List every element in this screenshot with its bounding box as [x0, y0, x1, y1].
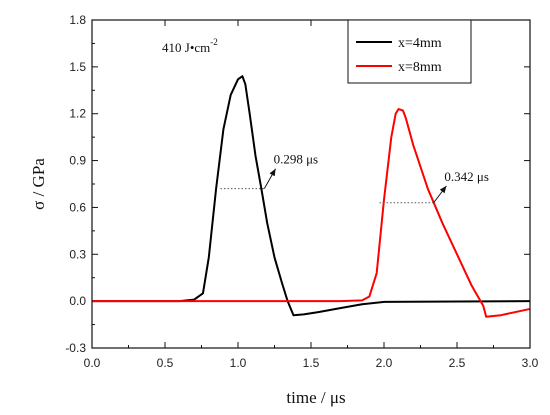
x-tick-label: 2.0 — [376, 356, 393, 370]
y-tick-label: 0.9 — [69, 154, 86, 168]
pulse-width-label: 0.342 μs — [444, 169, 489, 184]
y-tick-label: 1.2 — [69, 107, 86, 121]
x-tick-label: 1.0 — [230, 356, 247, 370]
x-tick-label: 3.0 — [522, 356, 539, 370]
x-tick-label: 0.5 — [157, 356, 174, 370]
series-lines — [92, 75, 531, 318]
legend-label-x8mm: x=8mm — [398, 60, 442, 75]
legend-label-x4mm: x=4mm — [398, 36, 442, 51]
series-line-0 — [92, 75, 531, 317]
x-tick-label: 1.5 — [303, 356, 320, 370]
x-axis-title: time / μs — [286, 388, 345, 407]
series-line-1 — [92, 108, 531, 318]
y-tick-label: 1.8 — [69, 13, 86, 27]
axis-ticks: 0.0 0.5 1.0 1.5 2.0 2.5 3.0-0.30.00.30.60.91.2… — [65, 13, 538, 370]
pulse-width-arrow-head — [269, 168, 276, 177]
y-axis-title: σ / GPa — [29, 158, 48, 210]
x-tick-label: 2.5 — [449, 356, 466, 370]
legend-box — [347, 19, 472, 84]
y-tick-label: 0.0 — [69, 294, 86, 308]
fluence-annotation: 410 J•cm-2 — [162, 37, 218, 55]
y-tick-label: 0.6 — [69, 200, 86, 214]
pulse-width-arrow-head — [439, 185, 447, 194]
plot-frame — [91, 19, 531, 349]
legend: x=4mm x=8mm — [347, 19, 472, 84]
y-tick-label: -0.3 — [65, 341, 86, 355]
x-tick-label: 0.0 — [84, 356, 101, 370]
y-tick-label: 1.5 — [69, 60, 86, 74]
pulse-width-label: 0.298 μs — [274, 152, 319, 167]
width-annotations: 0.298 μs 0.342 μs — [220, 152, 489, 204]
y-tick-label: 0.3 — [69, 247, 86, 261]
